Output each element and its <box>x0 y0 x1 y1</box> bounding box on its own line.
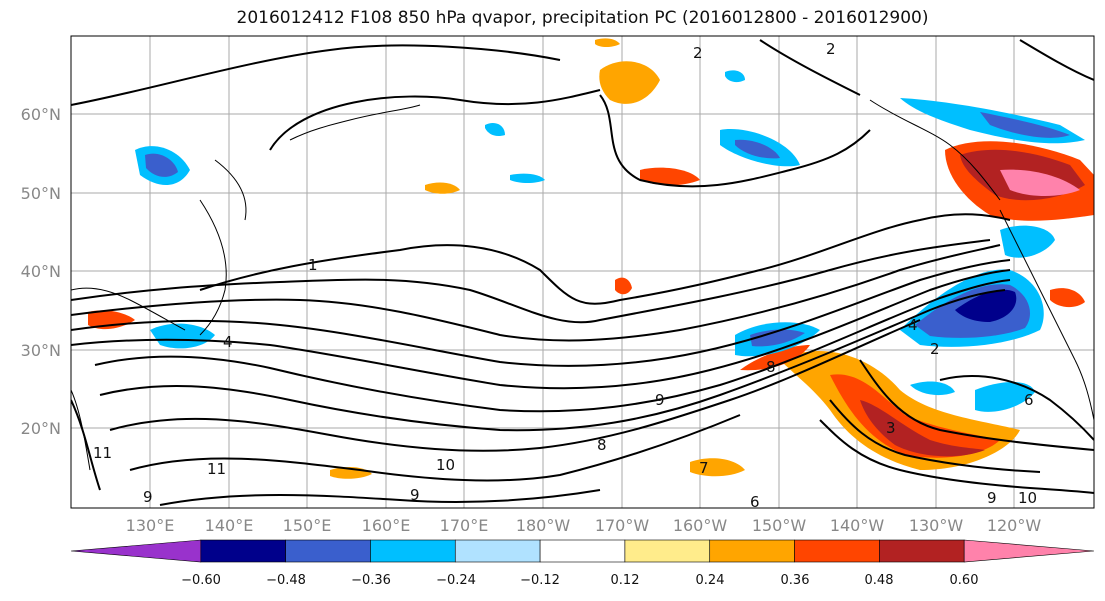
colorbar-ticks: −0.60 −0.48 −0.36 −0.24 −0.12 0.12 0.24 … <box>181 573 978 588</box>
lon-label: 140°W <box>830 516 885 535</box>
lon-label: 160°E <box>362 516 411 535</box>
colorbar-swatch <box>795 540 880 562</box>
contour-label: 1 <box>308 256 318 274</box>
colorbar-tick-label: 0.60 <box>950 573 979 588</box>
colorbar-swatch <box>710 540 795 562</box>
colorbar-swatch <box>370 540 455 562</box>
lon-label: 180°W <box>516 516 571 535</box>
lon-label: 170°E <box>440 516 489 535</box>
colorbar-swatch <box>71 540 201 562</box>
colorbar-swatch <box>455 540 540 562</box>
colorbar-swatch <box>964 540 1094 562</box>
contour-label: 7 <box>699 459 709 477</box>
contour-label: 10 <box>436 456 455 474</box>
contour-label: 6 <box>1024 391 1034 409</box>
contour-label: 4 <box>908 316 918 334</box>
colorbar-tick-label: −0.24 <box>436 573 476 588</box>
colorbar-tick-label: −0.36 <box>351 573 391 588</box>
lon-label: 130°W <box>909 516 964 535</box>
contour-label: 9 <box>655 391 665 409</box>
contour-label: 10 <box>1018 489 1037 507</box>
contour-label: 6 <box>750 493 760 511</box>
contour-label: 8 <box>766 358 776 376</box>
contour-label: 11 <box>207 460 226 478</box>
colorbar-swatch <box>540 540 625 562</box>
contour-label: 2 <box>826 40 836 58</box>
map-figure: 1 2 2 2 3 4 4 6 6 7 8 8 9 9 9 9 10 11 11… <box>0 0 1105 601</box>
colorbar-swatch <box>201 540 286 562</box>
contour-label: 4 <box>223 333 233 351</box>
latitude-labels: 60°N 50°N 40°N 30°N 20°N <box>21 105 61 438</box>
colorbar <box>71 540 1094 562</box>
colorbar-swatch <box>286 540 371 562</box>
colorbar-tick-label: −0.48 <box>266 573 306 588</box>
colorbar-tick-label: 0.24 <box>696 573 725 588</box>
colorbar-tick-label: 0.12 <box>611 573 640 588</box>
lat-label: 40°N <box>21 262 61 281</box>
longitude-labels: 130°E 140°E 150°E 160°E 170°E 180°W 170°… <box>126 516 1042 535</box>
lon-label: 170°W <box>595 516 650 535</box>
contour-label: 8 <box>597 436 607 454</box>
lat-label: 50°N <box>21 184 61 203</box>
lat-label: 20°N <box>21 419 61 438</box>
contour-label: 9 <box>987 489 997 507</box>
lon-label: 150°E <box>283 516 332 535</box>
lon-label: 160°W <box>673 516 728 535</box>
lon-label: 120°W <box>987 516 1042 535</box>
contour-label: 3 <box>886 419 896 437</box>
colorbar-tick-label: 0.36 <box>781 573 810 588</box>
lat-label: 30°N <box>21 341 61 360</box>
lon-label: 130°E <box>126 516 175 535</box>
colorbar-tick-label: 0.48 <box>865 573 894 588</box>
contour-label: 2 <box>693 44 703 62</box>
colorbar-swatch <box>879 540 964 562</box>
lon-label: 150°W <box>752 516 807 535</box>
lat-label: 60°N <box>21 105 61 124</box>
contour-label: 9 <box>143 488 153 506</box>
contour-label: 9 <box>410 486 420 504</box>
contour-label: 2 <box>930 340 940 358</box>
contour-label: 11 <box>93 444 112 462</box>
colorbar-tick-label: −0.12 <box>520 573 560 588</box>
lon-label: 140°E <box>205 516 254 535</box>
colorbar-swatch <box>625 540 710 562</box>
colorbar-tick-label: −0.60 <box>181 573 221 588</box>
